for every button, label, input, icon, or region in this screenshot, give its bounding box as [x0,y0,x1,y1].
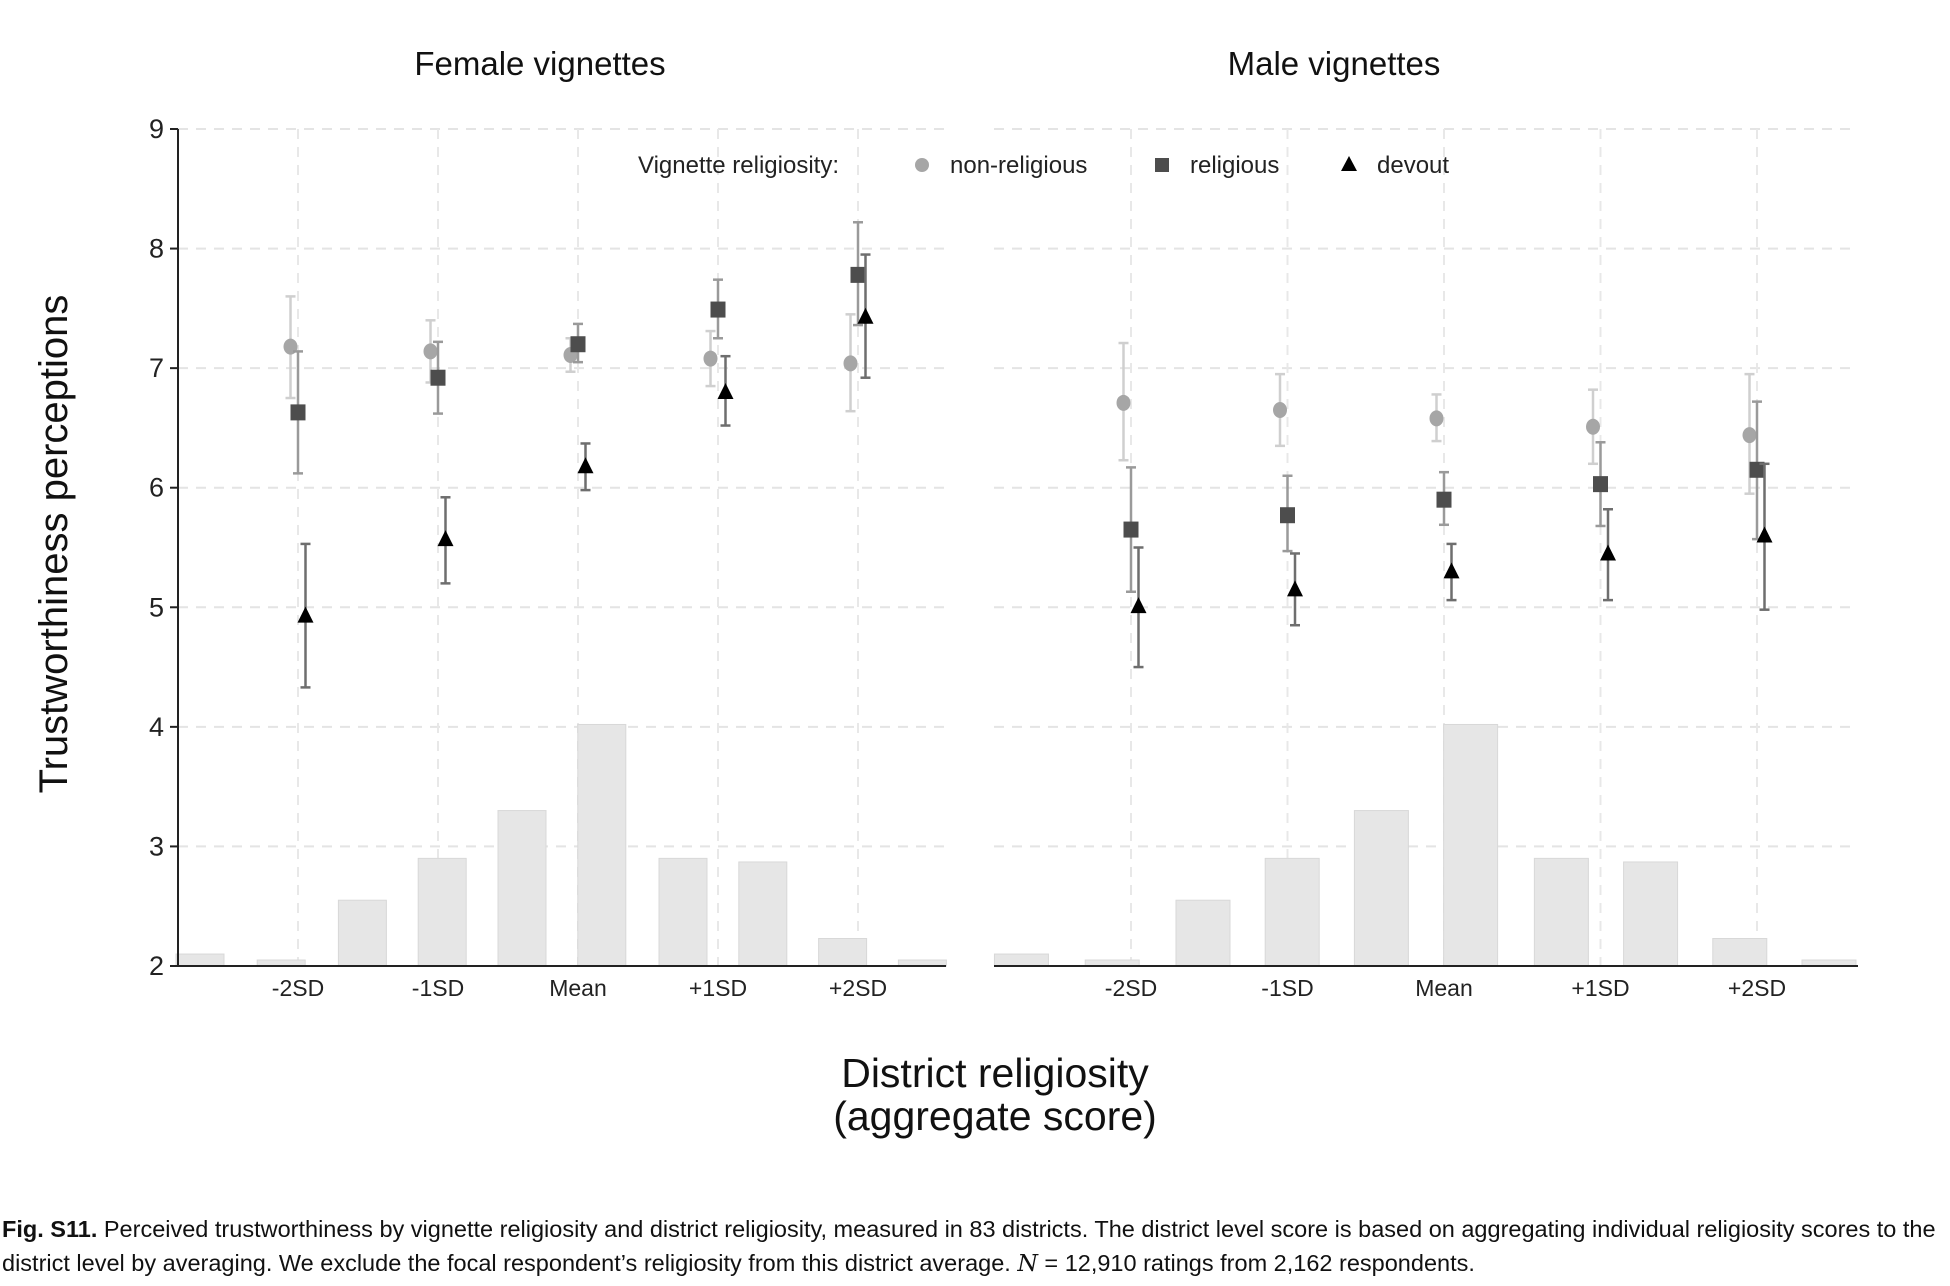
chart: -2SD -1SD Mean +1SD +2SD 2 3 4 5 6 7 8 9 -2SD -1SD Mean… [32,45,1858,1139]
point-religious [1749,461,1765,478]
y-tick-label: 5 [149,592,164,622]
legend-label-devout: devout [1377,152,1449,179]
y-tick-label: 2 [149,951,164,981]
panel-title-female: Female vignettes [414,45,665,82]
point-religious [850,266,866,283]
histogram-bar [1353,810,1409,967]
histogram-bar [1533,857,1589,967]
x-tick-label: -2SD [1105,975,1157,1001]
gridlines [178,128,1858,966]
legend-triangle-marker [1341,156,1357,171]
point-non-religious [1116,394,1131,411]
x-tick-label: +2SD [1728,975,1786,1001]
figure-caption: Fig. S11. Perceived trustworthiness by v… [2,1212,1947,1280]
point-devout [1130,597,1147,614]
histogram-bar [1623,861,1679,967]
point-non-religious [843,355,858,372]
histogram-bar [1264,857,1320,967]
x-tick-label: -1SD [412,975,464,1001]
x-tick-label: +1SD [689,975,747,1001]
histogram-bar [577,723,627,967]
caption-label: Fig. S11. [2,1216,98,1242]
point-religious [430,369,446,386]
caption-text: Perceived trustworthiness by vignette re… [2,1216,1936,1276]
point-devout [437,530,454,547]
point-religious [1123,521,1139,538]
x-tick-label: Mean [1415,975,1473,1001]
y-tick-label: 3 [149,831,164,861]
histogram-bar [738,861,788,967]
histogram-bar [1443,723,1499,967]
histogram-bar [417,857,467,967]
histogram-bar [658,857,708,967]
point-non-religious [1742,427,1757,444]
histogram-bar [175,953,225,967]
histogram-bar [337,899,387,967]
data-marks [283,221,1773,689]
point-devout [1756,526,1773,543]
histogram-bar [818,937,868,967]
point-non-religious [423,343,438,360]
y-tick-label: 9 [149,114,164,144]
legend-circle-marker [915,158,929,172]
point-religious [1280,507,1295,524]
point-devout [1600,544,1616,561]
point-non-religious [1273,401,1287,418]
legend-label-religious: religious [1190,152,1279,179]
point-non-religious [1429,410,1444,427]
point-religious [1593,476,1608,493]
point-devout [717,383,734,400]
y-tick-label: 7 [149,353,164,383]
point-religious [570,336,586,353]
point-devout [857,307,874,324]
x-axis-label-line2: (aggregate score) [833,1093,1157,1139]
histogram [175,723,1857,967]
point-non-religious [1586,418,1600,435]
legend: Vignette religiosity: non-religious reli… [638,152,1449,179]
point-religious [1436,491,1452,508]
point-religious [290,404,306,421]
y-tick-label: 8 [149,234,164,264]
caption-n-symbol: N [1017,1249,1038,1277]
axes: -2SD -1SD Mean +1SD +2SD 2 3 4 5 6 7 8 9 -2SD -1SD Mean… [149,114,1858,1001]
point-devout [297,606,314,623]
histogram-bar [497,810,547,967]
x-tick-label: +1SD [1571,975,1629,1001]
legend-title: Vignette religiosity: [638,152,839,179]
point-devout [577,457,594,474]
caption-text-end: = 12,910 ratings from 2,162 respondents. [1037,1250,1475,1276]
legend-square-marker [1155,158,1169,172]
histogram-bar [993,953,1049,967]
y-axis-label: Trustworthiness perceptions [32,295,76,794]
x-tick-label: Mean [549,975,607,1001]
y-tick-label: 6 [149,473,164,503]
point-devout [1287,580,1303,597]
y-tick-label: 4 [149,712,164,742]
panel-title-male: Male vignettes [1228,45,1441,82]
point-devout [1443,562,1460,579]
histogram-bar [1175,899,1231,967]
x-tick-label: -2SD [272,975,324,1001]
legend-label-non-religious: non-religious [950,152,1087,179]
histogram-bar [1712,937,1768,967]
x-tick-label: +2SD [829,975,887,1001]
x-axis-label-line1: District religiosity [841,1050,1149,1096]
point-non-religious [703,350,718,367]
point-religious [710,301,726,318]
x-tick-label: -1SD [1261,975,1313,1001]
